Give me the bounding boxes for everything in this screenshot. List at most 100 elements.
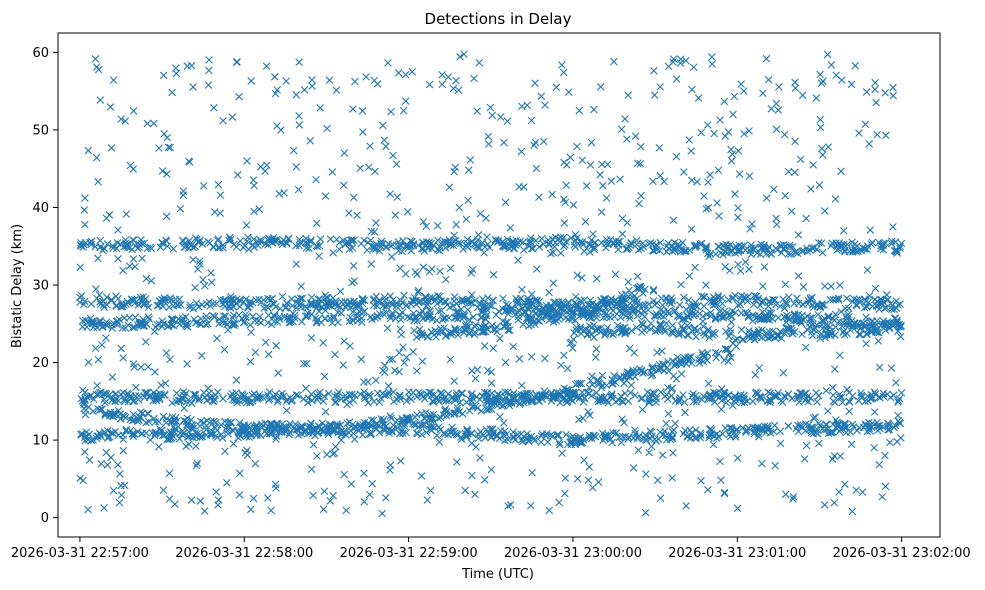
detection-point [189, 83, 197, 91]
detection-point [340, 470, 349, 479]
detection-point [266, 429, 274, 438]
detection-point [250, 181, 258, 190]
detection-point [329, 248, 337, 257]
detection-point [329, 491, 338, 500]
detection-point [501, 358, 510, 367]
detection-point [147, 276, 156, 285]
detection-point [802, 441, 811, 450]
detection-point [611, 270, 620, 279]
detection-point [596, 83, 605, 91]
detection-point [677, 370, 686, 378]
detection-point [382, 142, 390, 151]
detection-point [597, 208, 606, 216]
detection-point [662, 419, 670, 428]
detection-point [369, 416, 378, 425]
detection-point [473, 365, 482, 374]
detection-point [212, 488, 220, 496]
detection-point [144, 363, 152, 371]
detection-point [827, 61, 836, 69]
detection-point [623, 218, 632, 227]
detection-point [95, 406, 104, 414]
detection-point [622, 376, 631, 385]
detection-point [100, 504, 108, 512]
detection-point [566, 339, 574, 347]
detection-point [625, 311, 634, 320]
detection-point [129, 165, 138, 173]
detection-point [734, 260, 742, 269]
detection-point [323, 450, 331, 459]
detection-point [441, 405, 450, 413]
detection-point [200, 507, 209, 515]
detection-point [129, 255, 138, 263]
detection-point [549, 279, 558, 287]
detection-point [308, 427, 317, 435]
detection-point [195, 257, 204, 265]
detection-point [121, 117, 129, 125]
detection-point [835, 488, 843, 496]
detection-point [384, 59, 392, 67]
detection-point [482, 214, 490, 222]
detection-point [387, 414, 395, 422]
detection-point [109, 486, 118, 495]
detection-point [444, 73, 453, 81]
detection-point [672, 75, 681, 83]
detection-point [196, 260, 204, 268]
detection-point [872, 98, 880, 107]
detection-point [434, 307, 443, 316]
detection-point [871, 78, 879, 87]
detection-point [85, 456, 94, 464]
detection-point [791, 137, 799, 146]
detection-point [319, 339, 327, 347]
detection-point [586, 376, 595, 385]
detection-point [359, 128, 367, 136]
detection-point [247, 77, 255, 85]
detection-point [599, 181, 607, 190]
detection-point [117, 481, 125, 490]
detection-point [79, 476, 87, 485]
detection-point [734, 204, 742, 212]
detection-point [572, 292, 580, 301]
detection-point [163, 133, 172, 142]
detection-point [183, 422, 191, 431]
detection-point [274, 369, 283, 377]
detection-point [325, 76, 334, 84]
detection-point [815, 439, 823, 448]
detection-point [711, 315, 720, 324]
detection-point [669, 449, 677, 457]
detection-point [737, 309, 746, 317]
detection-point [824, 429, 833, 437]
detection-point [130, 363, 139, 371]
detection-point [573, 271, 582, 279]
detection-point [847, 80, 856, 89]
detection-point [501, 198, 510, 207]
detection-point [180, 404, 188, 412]
detection-point [689, 63, 698, 72]
detection-point [366, 142, 374, 150]
detection-point [360, 469, 368, 477]
detection-point [531, 138, 540, 147]
detection-point [624, 91, 632, 99]
detection-point [688, 85, 696, 94]
detection-point [194, 265, 202, 273]
detection-point [682, 56, 690, 65]
detection-point [273, 421, 282, 430]
detection-point [309, 491, 317, 500]
detection-point [118, 324, 127, 332]
detection-point [862, 88, 871, 96]
detection-point [539, 137, 548, 146]
detection-point [610, 371, 618, 380]
detection-point [609, 379, 617, 388]
detection-point [423, 496, 432, 504]
detection-point [642, 470, 650, 478]
y-axis-label: Bistatic Delay (km) [10, 224, 25, 348]
detection-point [307, 334, 316, 342]
detection-point [687, 147, 695, 155]
detection-point [830, 498, 839, 507]
detection-point [697, 477, 705, 485]
detection-point [520, 246, 528, 254]
detection-point [515, 354, 524, 363]
detection-point [323, 124, 331, 133]
detection-point [387, 252, 396, 261]
detection-point [393, 193, 402, 201]
detection-point [764, 75, 773, 84]
